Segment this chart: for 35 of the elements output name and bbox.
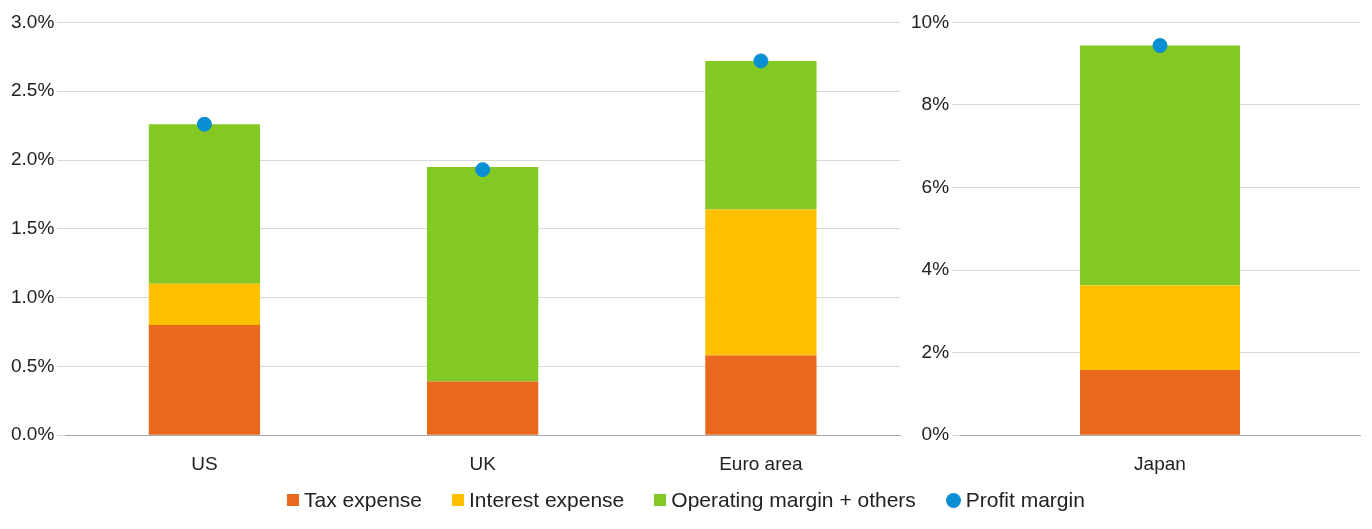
y-tick-label: 10% [911, 10, 950, 32]
y-tick-label: 0% [921, 423, 950, 445]
point [196, 116, 212, 132]
x-tick-label: US [191, 452, 218, 474]
bar [1080, 45, 1241, 286]
y-tick-label: 4% [921, 258, 950, 280]
y-tick-label: 2% [921, 340, 950, 362]
bar [427, 381, 539, 435]
legend-label: Tax expense [304, 488, 423, 512]
y-tick-label: 6% [921, 175, 950, 197]
x-tick-label: UK [469, 452, 497, 474]
bar [148, 283, 261, 326]
y-tick-label: 0.5% [10, 354, 55, 376]
bar [148, 124, 261, 284]
x-tick-label: Japan [1134, 452, 1186, 474]
y-tick-label: 1.0% [10, 285, 55, 307]
bar [148, 325, 261, 435]
point [475, 162, 491, 178]
y-tick-label: 2.5% [10, 79, 55, 101]
y-tick-label: 0.0% [10, 423, 55, 445]
y-tick-label: 8% [921, 93, 950, 115]
legend-label: Profit margin [965, 488, 1085, 512]
legend-label: Interest expense [469, 488, 625, 512]
x-tick-label: Euro area [719, 452, 804, 474]
bar [1080, 369, 1241, 435]
bar [705, 60, 817, 210]
point [753, 53, 769, 69]
bar [705, 209, 817, 356]
y-tick-label: 1.5% [10, 217, 55, 239]
bar [427, 166, 539, 382]
bar [1080, 285, 1241, 370]
bar [705, 355, 817, 435]
y-tick-label: 3.0% [10, 10, 55, 32]
y-tick-label: 2.0% [10, 148, 55, 170]
legend-label: Operating margin + others [671, 488, 916, 512]
